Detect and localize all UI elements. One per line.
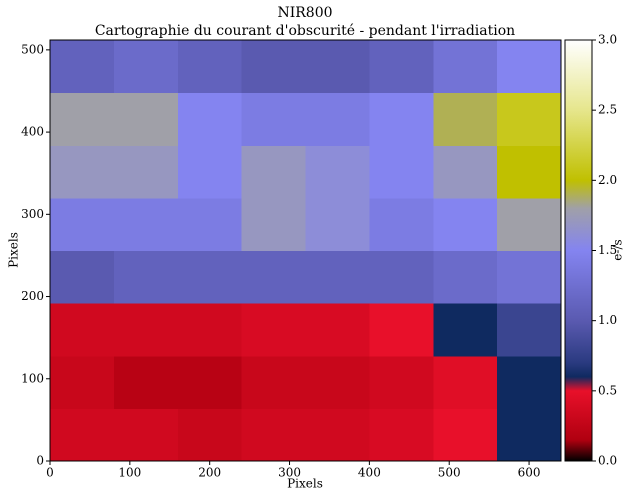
colorbar-tick-label: 2.5 bbox=[598, 103, 617, 117]
heatmap-cell bbox=[497, 408, 562, 462]
heatmap-cell bbox=[177, 40, 243, 94]
y-axis-label: Pixels bbox=[7, 232, 21, 268]
y-tick-label: 100 bbox=[21, 371, 44, 385]
heatmap-cell bbox=[113, 250, 179, 304]
heatmap-cell bbox=[369, 92, 434, 146]
heatmap-cell bbox=[50, 408, 115, 462]
heatmap-cell bbox=[433, 40, 498, 94]
heatmap-cell bbox=[305, 250, 370, 304]
heatmap-cell bbox=[241, 40, 306, 94]
heatmap-cell bbox=[113, 40, 179, 94]
heatmap-cell bbox=[305, 355, 370, 409]
x-tick-label: 0 bbox=[46, 466, 54, 480]
heatmap-cell bbox=[241, 250, 306, 304]
x-tick-label: 500 bbox=[438, 466, 461, 480]
heatmap-cell bbox=[177, 92, 243, 146]
heatmap-cell bbox=[177, 408, 243, 462]
heatmap-cell bbox=[369, 303, 434, 357]
heatmap-cell bbox=[241, 303, 306, 357]
heatmap-cell bbox=[113, 303, 179, 357]
heatmap-cell bbox=[369, 250, 434, 304]
heatmap-cell bbox=[305, 145, 370, 199]
heatmap-cell bbox=[50, 303, 115, 357]
colorbar bbox=[564, 39, 593, 462]
heatmap-cell bbox=[433, 355, 498, 409]
heatmap-cell bbox=[113, 197, 179, 251]
heatmap-cell bbox=[113, 408, 179, 462]
x-axis-label: Pixels bbox=[287, 477, 323, 491]
heatmap-cell bbox=[50, 197, 115, 251]
y-tick-label: 300 bbox=[21, 207, 44, 221]
colorbar-tick-label: 1.5 bbox=[598, 243, 617, 257]
y-tick-label: 0 bbox=[36, 454, 44, 468]
heatmap-cell bbox=[497, 303, 562, 357]
heatmap-cell bbox=[113, 145, 179, 199]
heatmap-cell bbox=[177, 197, 243, 251]
chart-subtitle: Cartographie du courant d'obscurité - pe… bbox=[95, 23, 515, 39]
heatmap-cell bbox=[177, 355, 243, 409]
x-tick-label: 400 bbox=[358, 466, 381, 480]
heatmap-cell bbox=[433, 92, 498, 146]
heatmap-cell bbox=[241, 92, 306, 146]
heatmap-cell bbox=[113, 355, 179, 409]
y-tick-label: 400 bbox=[21, 125, 44, 139]
colorbar-tick-label: 1.0 bbox=[598, 313, 617, 327]
heatmap-cell bbox=[305, 197, 370, 251]
heatmap-cell bbox=[433, 303, 498, 357]
heatmap-cell bbox=[433, 197, 498, 251]
colorbar-tick-label: 0.5 bbox=[598, 383, 617, 397]
heatmap-cell bbox=[177, 303, 243, 357]
heatmap-cell bbox=[305, 92, 370, 146]
heatmap-cell bbox=[241, 408, 306, 462]
y-tick-label: 500 bbox=[21, 42, 44, 56]
heatmap-cell bbox=[50, 145, 115, 199]
heatmap-cell bbox=[369, 355, 434, 409]
colorbar-tick-label: 0.0 bbox=[598, 454, 617, 468]
heatmap-cell bbox=[369, 408, 434, 462]
heatmap-cell bbox=[50, 92, 115, 146]
colorbar-tick-label: 3.0 bbox=[598, 33, 617, 47]
plot-frame bbox=[49, 39, 562, 462]
heatmap-cell bbox=[305, 40, 370, 94]
heatmap-cell bbox=[241, 145, 306, 199]
heatmap-cell bbox=[497, 355, 562, 409]
heatmap-cell bbox=[50, 250, 115, 304]
heatmap-cell bbox=[433, 145, 498, 199]
y-tick-label: 200 bbox=[21, 289, 44, 303]
heatmap-cell bbox=[369, 40, 434, 94]
heatmap-cell bbox=[177, 250, 243, 304]
colorbar-label: e-/s bbox=[611, 239, 625, 260]
heatmap-cell bbox=[497, 92, 562, 146]
heatmap-cell bbox=[241, 197, 306, 251]
heatmap-cell bbox=[177, 145, 243, 199]
heatmap-cell bbox=[433, 250, 498, 304]
heatmap-cell bbox=[305, 408, 370, 462]
heatmap-cell bbox=[369, 145, 434, 199]
x-tick-label: 100 bbox=[118, 466, 141, 480]
heatmap-cell bbox=[241, 355, 306, 409]
heatmap-cell bbox=[497, 197, 562, 251]
heatmap-cell bbox=[497, 40, 562, 94]
heatmap-cell bbox=[369, 197, 434, 251]
heatmap-cell bbox=[113, 92, 179, 146]
x-tick-label: 600 bbox=[518, 466, 541, 480]
heatmap-cell bbox=[50, 355, 115, 409]
x-tick-label: 300 bbox=[278, 466, 301, 480]
heatmap-cell bbox=[305, 303, 370, 357]
heatmap-cell bbox=[497, 250, 562, 304]
heatmap-cell bbox=[433, 408, 498, 462]
chart-title: NIR800 bbox=[277, 5, 332, 21]
colorbar-tick-label: 2.0 bbox=[598, 173, 617, 187]
heatmap-cell bbox=[497, 145, 562, 199]
heatmap-cell bbox=[50, 40, 115, 94]
x-tick-label: 200 bbox=[198, 466, 221, 480]
